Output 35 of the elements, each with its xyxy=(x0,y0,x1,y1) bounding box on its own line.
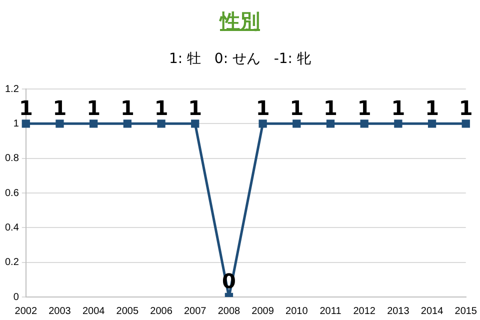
x-tick-label: 2009 xyxy=(252,306,274,317)
y-tick-label: 0.2 xyxy=(4,257,20,268)
y-tick-label: 1.2 xyxy=(4,84,20,95)
data-label: 1 xyxy=(391,96,406,120)
x-tick-label: 2008 xyxy=(218,306,241,317)
x-tick-label: 2005 xyxy=(116,306,139,317)
x-tick-label: 2011 xyxy=(320,306,342,317)
x-tick-label: 2004 xyxy=(82,306,106,317)
data-label: 1 xyxy=(425,96,439,120)
x-tick-label: 2010 xyxy=(286,306,308,317)
x-tick-label: 2014 xyxy=(420,306,444,317)
y-tick-label: 0.8 xyxy=(4,153,20,164)
x-tick-label: 2013 xyxy=(387,306,410,317)
chart-subtitle: 1: 牡 0: せん -1: 牝 xyxy=(168,50,312,68)
x-tick-label: 2015 xyxy=(454,306,478,317)
data-label: 1 xyxy=(256,96,270,120)
data-label: 1 xyxy=(458,96,473,120)
data-label: 1 xyxy=(154,96,168,120)
x-tick-label: 2006 xyxy=(150,306,173,317)
y-tick-label: 0 xyxy=(13,292,20,303)
y-tick-label: 1 xyxy=(13,118,20,130)
x-tick-label: 2002 xyxy=(14,306,38,317)
data-label: 1 xyxy=(52,96,67,120)
data-label: 1 xyxy=(86,96,101,120)
y-tick-label: 0.4 xyxy=(4,222,20,234)
data-label: 1 xyxy=(120,96,134,120)
x-tick-label: 2007 xyxy=(184,306,207,317)
data-label: 1 xyxy=(290,96,304,120)
data-label: 1 xyxy=(324,96,338,120)
chart-title: 性別 xyxy=(218,8,261,35)
y-tick-label: 0.6 xyxy=(4,188,20,199)
x-tick-label: 2012 xyxy=(353,306,376,317)
data-label: 1 xyxy=(188,96,202,120)
x-tick-label: 2003 xyxy=(48,306,72,317)
data-label: 1 xyxy=(357,96,372,120)
